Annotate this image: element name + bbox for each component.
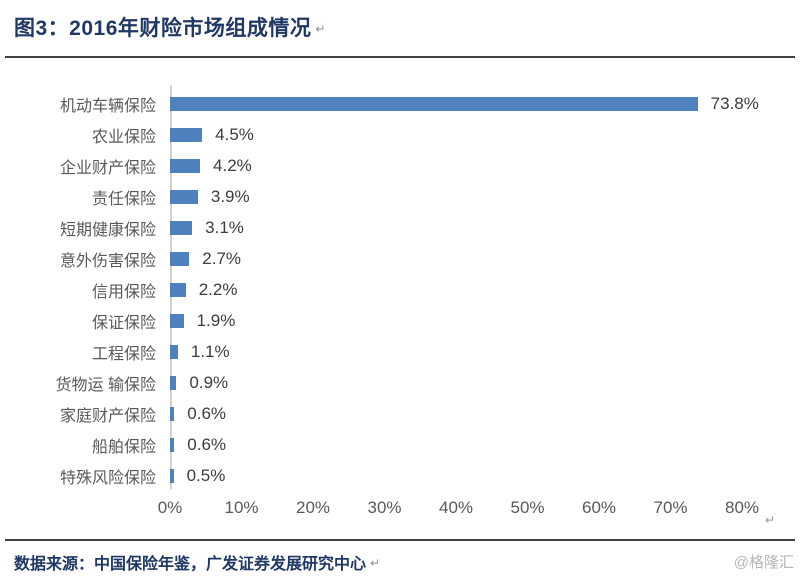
bar [170,282,186,297]
bar-track: 3.9% [170,181,800,212]
paragraph-return-icon: ↵ [370,556,381,570]
bar [170,127,203,142]
bar [170,220,193,235]
bar-track: 1.9% [170,305,800,336]
bar-track: 2.2% [170,274,800,305]
footer-divider [5,539,795,541]
bar-track: 1.1% [170,336,800,367]
x-tick-label: 20% [295,498,331,517]
category-label: 农业保险 [91,128,156,146]
bar-row: 机动车辆保险 73.8% [0,88,800,119]
category-label: 意外伤害保险 [59,252,156,270]
bar-row: 企业财产保险 4.2% [0,150,800,181]
data-source-text: 数据来源：中国保险年鉴，广发证券发展研究中心 [14,556,367,573]
category-label: 短期健康保险 [59,221,156,239]
value-label: 2.2% [198,279,238,299]
category-label: 货物运 输保险 [55,376,156,394]
bar-track: 3.1% [170,212,800,243]
bar-track: 4.5% [170,119,800,150]
paragraph-return-icon: ↵ [315,22,326,36]
x-tick-label: 40% [438,498,474,517]
value-label: 0.9% [189,372,229,392]
x-tick-label: 80% [724,498,760,517]
value-label: 3.1% [205,217,244,237]
bar-chart: 机动车辆保险 73.8% 农业保险 4.5% 企业财产保险 4.2% 责任保险 3.9% 短期健… [0,85,800,527]
value-label: 0.5% [186,465,226,485]
bar-row: 工程保险 1.1% [0,336,800,367]
title-divider [5,56,795,58]
x-tick-label: 70% [653,498,688,517]
bar [170,437,175,452]
category-label: 机动车辆保险 [59,97,156,115]
bar-row: 保证保险 1.9% [0,305,800,336]
bar [170,96,698,111]
x-tick-label: 0% [157,498,183,517]
bar-track: 0.9% [170,367,800,398]
bar-track: 4.2% [170,150,800,181]
bar-row: 特殊风险保险 0.5% [0,460,800,491]
value-label: 0.6% [187,403,227,423]
bar [170,375,177,390]
figure-title: 图3：2016年财险市场组成情况 [14,17,312,40]
bar-row: 家庭财产保险 0.6% [0,398,800,429]
bar-row: 信用保险 2.2% [0,274,800,305]
bar-rows: 机动车辆保险 73.8% 农业保险 4.5% 企业财产保险 4.2% 责任保险 3.9% 短期健… [0,85,800,491]
category-label: 工程保险 [91,345,156,363]
category-label: 特殊风险保险 [59,469,156,487]
bar-track: 0.6% [170,398,800,429]
value-label: 3.9% [210,186,250,206]
category-label: 信用保险 [91,283,156,301]
category-label: 船舶保险 [91,438,156,456]
x-tick-label: 30% [367,498,402,517]
category-label: 保证保险 [91,314,156,332]
bar-row: 船舶保险 0.6% [0,429,800,460]
bar [170,189,198,204]
value-label: 73.8% [710,93,759,113]
bar-row: 货物运 输保险 0.9% [0,367,800,398]
value-label: 2.7% [202,248,242,268]
bar-track: 2.7% [170,243,800,274]
bar [170,251,190,266]
value-label: 1.1% [190,341,230,361]
category-label: 责任保险 [91,190,156,208]
value-label: 1.9% [196,310,236,330]
category-label: 企业财产保险 [59,159,156,177]
x-tick-label: 60% [581,498,617,517]
bar [170,468,174,483]
bar [170,344,178,359]
value-label: 4.5% [215,124,254,144]
bar-track: 0.5% [170,460,800,491]
bar [170,406,175,421]
value-label: 0.6% [187,434,227,454]
bar-row: 意外伤害保险 2.7% [0,243,800,274]
x-tick-label: 50% [510,498,545,517]
x-axis: ↵ 0% 10% 20% 30% 40% 50% 60% 70% 80% [0,491,800,527]
paragraph-return-icon: ↵ [764,513,775,527]
x-tick-label: 10% [224,498,259,517]
bar-track: 73.8% [170,88,800,119]
value-label: 4.2% [213,155,252,175]
footer: 数据来源：中国保险年鉴，广发证券发展研究中心 ↵ @格隆汇 [0,541,800,574]
bar [170,313,184,328]
category-label: 家庭财产保险 [59,407,156,425]
bar-row: 农业保险 4.5% [0,119,800,150]
figure-title-bar: 图3：2016年财险市场组成情况 ↵ [0,0,800,56]
bar [170,158,201,173]
bar-track: 0.6% [170,429,800,460]
watermark-text: @格隆汇 [733,554,794,571]
bar-row: 责任保险 3.9% [0,181,800,212]
bar-row: 短期健康保险 3.1% [0,212,800,243]
